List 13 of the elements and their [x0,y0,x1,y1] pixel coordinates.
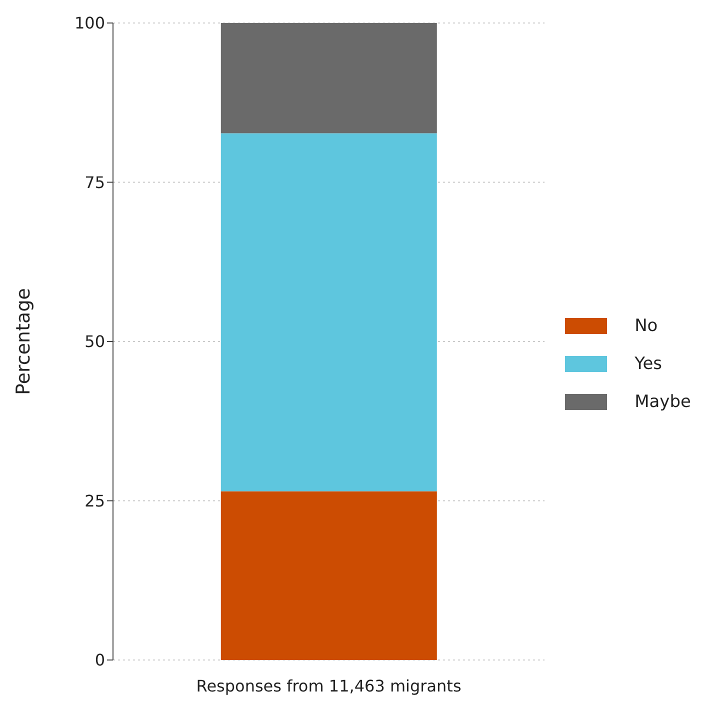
bar [220,133,437,492]
bar [220,23,437,134]
bar [220,491,437,660]
x-tick-label: Responses from 11,463 migrants [196,676,462,696]
y-tick-label: 0 [94,650,105,670]
y-axis-title: Percentage [12,288,35,395]
y-tick-label: 25 [84,491,105,510]
y-tick-label: 75 [84,172,105,192]
legend-label: No [634,316,658,336]
y-tick-label: 50 [84,332,105,352]
legend-label: Maybe [634,392,691,412]
legend-label: Yes [634,354,662,374]
y-tick-label: 100 [74,14,105,33]
